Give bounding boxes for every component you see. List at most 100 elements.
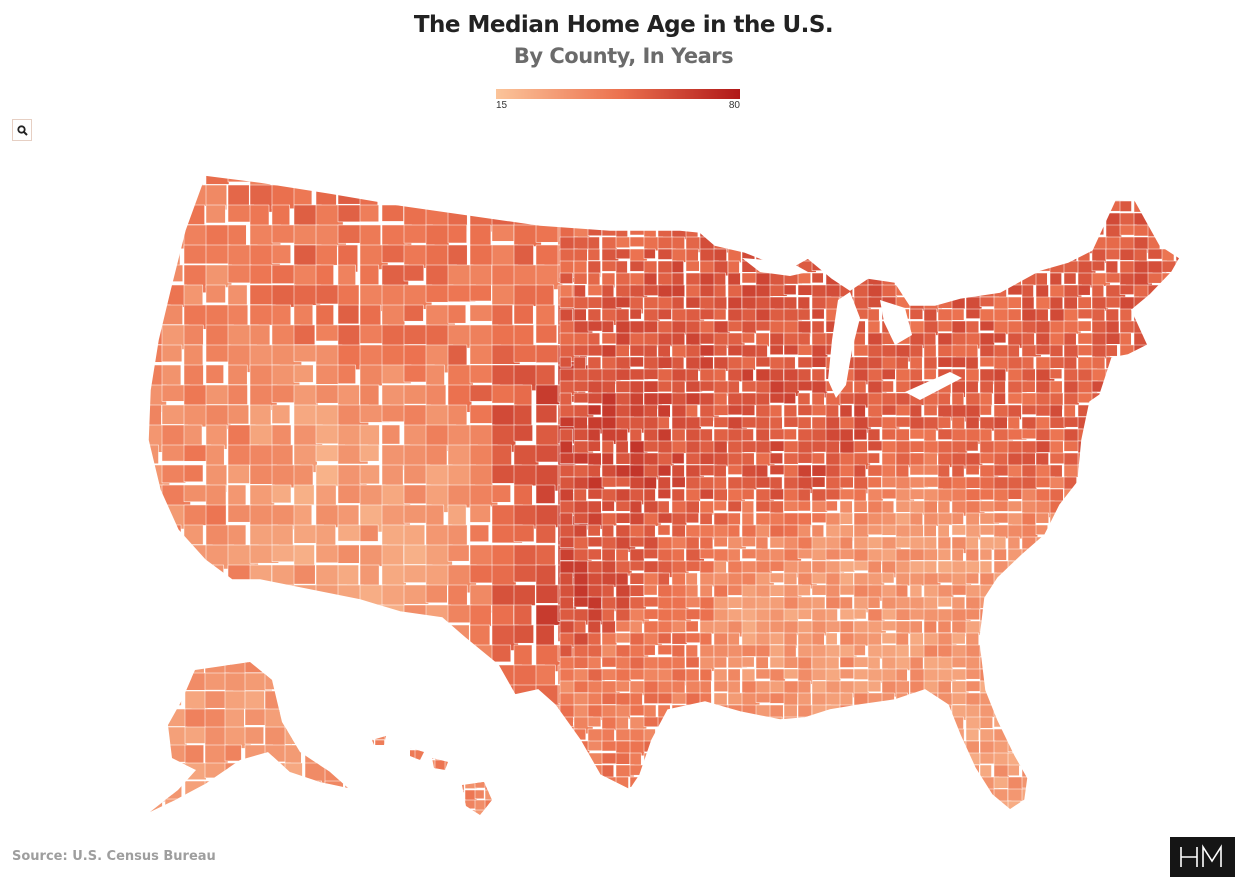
county-cell[interactable] — [1063, 644, 1078, 660]
county-cell[interactable] — [1119, 788, 1139, 802]
county-cell[interactable] — [727, 284, 743, 299]
county-cell[interactable] — [979, 740, 996, 754]
county-cell[interactable] — [205, 284, 226, 304]
county-cell[interactable] — [671, 165, 684, 182]
county-cell[interactable] — [1063, 188, 1077, 202]
hawaii-county-cell[interactable] — [464, 739, 477, 752]
county-cell[interactable] — [1063, 464, 1080, 478]
county-cell[interactable] — [1091, 608, 1106, 625]
county-cell[interactable] — [699, 296, 717, 311]
county-cell[interactable] — [685, 584, 699, 599]
county-cell[interactable] — [1175, 428, 1189, 443]
county-cell[interactable] — [937, 212, 954, 228]
county-cell[interactable] — [1021, 716, 1042, 733]
county-cell[interactable] — [867, 704, 885, 721]
county-cell[interactable] — [1133, 440, 1148, 453]
county-cell[interactable] — [1091, 668, 1106, 683]
county-cell[interactable] — [699, 788, 715, 806]
county-cell[interactable] — [271, 284, 296, 308]
county-cell[interactable] — [1119, 308, 1132, 323]
county-cell[interactable] — [1049, 524, 1070, 537]
county-cell[interactable] — [993, 608, 1014, 625]
county-cell[interactable] — [1161, 632, 1179, 648]
county-cell[interactable] — [853, 500, 868, 513]
county-cell[interactable] — [755, 536, 769, 551]
county-cell[interactable] — [811, 740, 826, 755]
county-cell[interactable] — [769, 788, 789, 804]
county-cell[interactable] — [587, 356, 602, 370]
county-cell[interactable] — [1147, 596, 1163, 613]
county-cell[interactable] — [937, 764, 950, 777]
borough-cell[interactable] — [304, 744, 333, 766]
hawaii-county-cell[interactable] — [384, 759, 395, 771]
county-cell[interactable] — [1147, 380, 1165, 395]
county-cell[interactable] — [1063, 332, 1077, 347]
county-cell[interactable] — [381, 584, 406, 608]
county-cell[interactable] — [1035, 165, 1049, 178]
county-cell[interactable] — [839, 476, 854, 489]
county-cell[interactable] — [1105, 320, 1120, 335]
county-cell[interactable] — [699, 668, 712, 682]
county-cell[interactable] — [923, 260, 937, 271]
county-cell[interactable] — [381, 524, 407, 546]
borough-cell[interactable] — [225, 817, 251, 838]
county-cell[interactable] — [1049, 668, 1068, 680]
county-cell[interactable] — [783, 740, 800, 755]
county-cell[interactable] — [825, 200, 845, 218]
county-cell[interactable] — [1035, 584, 1050, 596]
county-cell[interactable] — [161, 664, 186, 692]
county-cell[interactable] — [359, 644, 389, 669]
county-cell[interactable] — [671, 440, 687, 454]
county-cell[interactable] — [359, 624, 380, 650]
county-cell[interactable] — [1119, 524, 1138, 542]
county-cell[interactable] — [587, 176, 605, 192]
county-cell[interactable] — [699, 584, 713, 598]
county-cell[interactable] — [685, 776, 702, 792]
county-cell[interactable] — [1161, 344, 1178, 358]
county-cell[interactable] — [909, 788, 926, 802]
county-cell[interactable] — [643, 788, 656, 801]
county-cell[interactable] — [783, 440, 800, 453]
county-cell[interactable] — [293, 324, 316, 345]
hawaii-county-cell[interactable] — [484, 789, 493, 801]
county-cell[interactable] — [657, 752, 673, 767]
county-cell[interactable] — [993, 596, 1011, 610]
county-cell[interactable] — [741, 788, 759, 800]
county-cell[interactable] — [867, 524, 884, 536]
borough-cell[interactable] — [344, 708, 365, 725]
county-cell[interactable] — [1133, 464, 1154, 481]
hawaii-county-cell[interactable] — [464, 730, 478, 743]
county-cell[interactable] — [535, 544, 556, 567]
county-cell[interactable] — [1063, 512, 1077, 528]
hawaii-county-cell[interactable] — [464, 759, 475, 773]
county-cell[interactable] — [713, 752, 728, 768]
county-cell[interactable] — [513, 284, 539, 307]
borough-cell[interactable] — [344, 690, 369, 710]
county-cell[interactable] — [881, 572, 895, 584]
county-cell[interactable] — [993, 416, 1008, 429]
county-cell[interactable] — [1036, 813, 1049, 825]
county-cell[interactable] — [699, 752, 714, 770]
county-cell[interactable] — [853, 788, 873, 799]
county-cell[interactable] — [1105, 356, 1120, 369]
county-cell[interactable] — [1161, 728, 1181, 742]
county-cell[interactable] — [769, 224, 788, 237]
county-cell[interactable] — [601, 212, 619, 226]
county-cell[interactable] — [1133, 572, 1147, 584]
county-cell[interactable] — [249, 624, 275, 652]
county-cell[interactable] — [587, 224, 603, 236]
county-cell[interactable] — [1147, 536, 1165, 553]
county-cell[interactable] — [1077, 488, 1098, 505]
county-cell[interactable] — [937, 236, 953, 254]
county-cell[interactable] — [560, 813, 579, 823]
county-cell[interactable] — [1105, 800, 1124, 811]
county-cell[interactable] — [601, 488, 617, 503]
county-cell[interactable] — [923, 548, 938, 561]
hawaii-county-cell[interactable] — [365, 759, 377, 773]
county-cell[interactable] — [1133, 392, 1152, 404]
county-cell[interactable] — [909, 188, 924, 202]
county-cell[interactable] — [643, 380, 660, 393]
county-cell[interactable] — [1049, 368, 1063, 379]
county-cell[interactable] — [615, 524, 631, 538]
county-cell[interactable] — [825, 740, 840, 756]
